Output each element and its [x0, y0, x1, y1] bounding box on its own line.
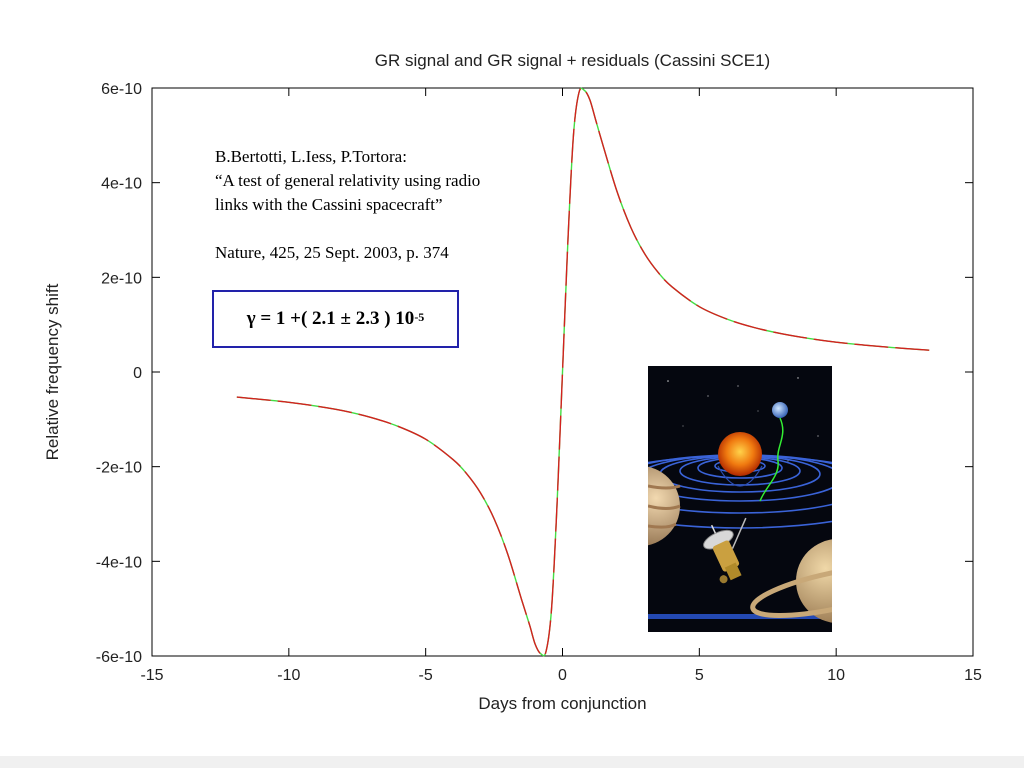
- x-tick-label: 5: [695, 667, 704, 684]
- y-tick-label: -2e-10: [96, 460, 142, 477]
- jupiter-bands: [648, 484, 681, 529]
- stars: [667, 377, 819, 462]
- x-tick-label: 15: [964, 667, 982, 684]
- saturn-rings: [750, 563, 832, 619]
- y-tick-label: -4e-10: [96, 554, 142, 571]
- y-tick-label: 6e-10: [101, 81, 142, 98]
- x-tick-label: -10: [277, 667, 300, 684]
- series-line-gr-signal: [236, 87, 930, 657]
- cassini-illustration-graphic: [648, 366, 832, 632]
- bottom-bar: [0, 756, 1024, 768]
- y-tick-label: 2e-10: [101, 270, 142, 287]
- citation-authors: B.Bertotti, L.Iess, P.Tortora:: [215, 147, 407, 166]
- x-axis-title: Days from conjunction: [478, 694, 646, 713]
- citation-block: B.Bertotti, L.Iess, P.Tortora: “A test o…: [215, 145, 545, 265]
- x-tick-label: -5: [419, 667, 433, 684]
- cassini-illustration: [648, 366, 832, 632]
- y-tick-label: 4e-10: [101, 176, 142, 193]
- cassini-spacecraft-icon: [703, 517, 747, 584]
- gamma-result-exponent: -5: [414, 309, 425, 324]
- orbit-band: [648, 614, 832, 619]
- earth-icon: [772, 402, 788, 418]
- y-axis-title: Relative frequency shift: [43, 283, 62, 460]
- citation-spacer: [215, 217, 545, 241]
- x-tick-label: -15: [140, 667, 163, 684]
- chart-title: GR signal and GR signal + residuals (Cas…: [375, 51, 770, 70]
- saturn-icon: [796, 539, 832, 623]
- x-axis: -15 -10 -5 0 5 10 15: [140, 88, 982, 684]
- citation-title-line-1: “A test of general relativity using radi…: [215, 171, 481, 190]
- citation-title-line-2: links with the Cassini spacecraft”: [215, 195, 443, 214]
- series-layer: [236, 87, 930, 657]
- gamma-result-text: γ = 1 +( 2.1 ± 2.3 ) 10: [246, 308, 415, 329]
- y-axis: -6e-10 -4e-10 -2e-10 0 2e-10 4e-10 6e-10: [96, 81, 973, 666]
- sun-icon: [718, 432, 762, 476]
- gravity-well-funnel: [717, 465, 763, 487]
- x-tick-label: 10: [827, 667, 845, 684]
- radio-signal-path: [759, 417, 784, 502]
- y-tick-label: -6e-10: [96, 649, 142, 666]
- gamma-result-box: γ = 1 +( 2.1 ± 2.3 ) 10 -5: [212, 290, 459, 348]
- x-tick-label: 0: [558, 667, 567, 684]
- citation-reference: Nature, 425, 25 Sept. 2003, p. 374: [215, 243, 449, 262]
- y-tick-label: 0: [133, 365, 142, 382]
